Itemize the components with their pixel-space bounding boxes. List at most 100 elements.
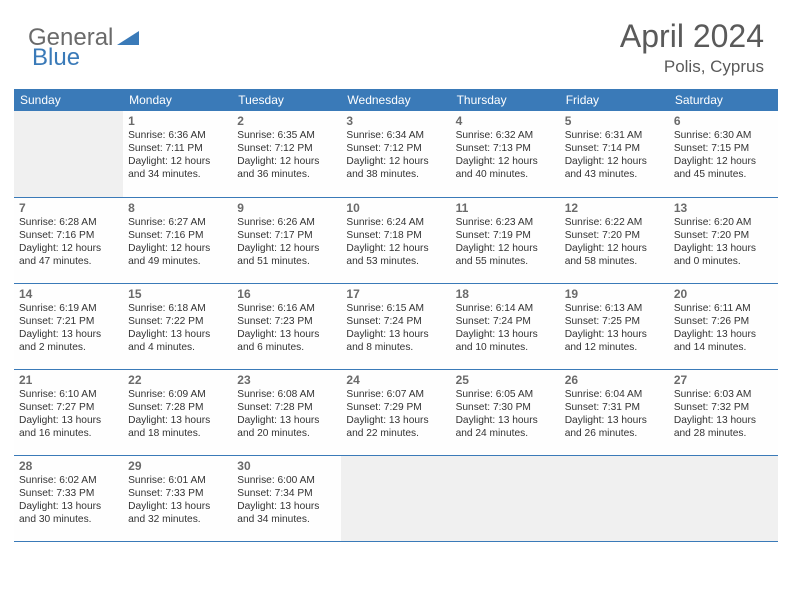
sunset-text: Sunset: 7:25 PM [565,315,664,328]
daylight-text: Daylight: 12 hours [237,155,336,168]
daylight-text: and 4 minutes. [128,341,227,354]
calendar-day-cell: 1Sunrise: 6:36 AMSunset: 7:11 PMDaylight… [123,111,232,197]
sunrise-text: Sunrise: 6:11 AM [674,302,773,315]
sunrise-text: Sunrise: 6:24 AM [346,216,445,229]
calendar-day-cell: 28Sunrise: 6:02 AMSunset: 7:33 PMDayligh… [14,455,123,541]
page-header: General April 2024 Polis, Cyprus [0,0,792,81]
calendar-day-cell: 23Sunrise: 6:08 AMSunset: 7:28 PMDayligh… [232,369,341,455]
logo-blue-wrap: Blue [32,44,80,72]
sunset-text: Sunset: 7:16 PM [19,229,118,242]
day-number: 19 [565,287,664,301]
weekday-header: Thursday [451,89,560,111]
sunset-text: Sunset: 7:20 PM [565,229,664,242]
calendar-day-cell: 29Sunrise: 6:01 AMSunset: 7:33 PMDayligh… [123,455,232,541]
daylight-text: and 40 minutes. [456,168,555,181]
calendar-day-cell: 27Sunrise: 6:03 AMSunset: 7:32 PMDayligh… [669,369,778,455]
daylight-text: and 2 minutes. [19,341,118,354]
sunset-text: Sunset: 7:17 PM [237,229,336,242]
calendar-day-cell: 18Sunrise: 6:14 AMSunset: 7:24 PMDayligh… [451,283,560,369]
sunrise-text: Sunrise: 6:19 AM [19,302,118,315]
daylight-text: and 20 minutes. [237,427,336,440]
daylight-text: and 49 minutes. [128,255,227,268]
sunrise-text: Sunrise: 6:28 AM [19,216,118,229]
day-number: 30 [237,459,336,473]
sunset-text: Sunset: 7:28 PM [237,401,336,414]
calendar-day-cell: 16Sunrise: 6:16 AMSunset: 7:23 PMDayligh… [232,283,341,369]
calendar-day-cell: 21Sunrise: 6:10 AMSunset: 7:27 PMDayligh… [14,369,123,455]
daylight-text: Daylight: 13 hours [674,242,773,255]
calendar-day-cell: 3Sunrise: 6:34 AMSunset: 7:12 PMDaylight… [341,111,450,197]
daylight-text: and 38 minutes. [346,168,445,181]
sunset-text: Sunset: 7:33 PM [19,487,118,500]
calendar-table: SundayMondayTuesdayWednesdayThursdayFrid… [14,89,778,542]
day-number: 9 [237,201,336,215]
daylight-text: and 16 minutes. [19,427,118,440]
day-number: 29 [128,459,227,473]
sunrise-text: Sunrise: 6:18 AM [128,302,227,315]
sunrise-text: Sunrise: 6:27 AM [128,216,227,229]
daylight-text: and 55 minutes. [456,255,555,268]
calendar-day-cell: 9Sunrise: 6:26 AMSunset: 7:17 PMDaylight… [232,197,341,283]
calendar-week-row: 7Sunrise: 6:28 AMSunset: 7:16 PMDaylight… [14,197,778,283]
daylight-text: and 0 minutes. [674,255,773,268]
sunset-text: Sunset: 7:20 PM [674,229,773,242]
daylight-text: Daylight: 13 hours [674,414,773,427]
calendar-day-cell: 26Sunrise: 6:04 AMSunset: 7:31 PMDayligh… [560,369,669,455]
calendar-day-cell: 12Sunrise: 6:22 AMSunset: 7:20 PMDayligh… [560,197,669,283]
sunset-text: Sunset: 7:32 PM [674,401,773,414]
day-number: 8 [128,201,227,215]
calendar-day-cell: 10Sunrise: 6:24 AMSunset: 7:18 PMDayligh… [341,197,450,283]
day-number: 11 [456,201,555,215]
daylight-text: and 28 minutes. [674,427,773,440]
sunrise-text: Sunrise: 6:00 AM [237,474,336,487]
calendar-day-cell: 13Sunrise: 6:20 AMSunset: 7:20 PMDayligh… [669,197,778,283]
calendar-day-cell: 14Sunrise: 6:19 AMSunset: 7:21 PMDayligh… [14,283,123,369]
daylight-text: Daylight: 13 hours [128,500,227,513]
sunset-text: Sunset: 7:16 PM [128,229,227,242]
location-label: Polis, Cyprus [620,57,764,77]
sunrise-text: Sunrise: 6:32 AM [456,129,555,142]
sunrise-text: Sunrise: 6:10 AM [19,388,118,401]
sunrise-text: Sunrise: 6:22 AM [565,216,664,229]
calendar-day-cell: 6Sunrise: 6:30 AMSunset: 7:15 PMDaylight… [669,111,778,197]
sunrise-text: Sunrise: 6:05 AM [456,388,555,401]
daylight-text: and 51 minutes. [237,255,336,268]
calendar-day-cell: 24Sunrise: 6:07 AMSunset: 7:29 PMDayligh… [341,369,450,455]
sunrise-text: Sunrise: 6:08 AM [237,388,336,401]
calendar-empty-cell [451,455,560,541]
sunrise-text: Sunrise: 6:15 AM [346,302,445,315]
daylight-text: Daylight: 13 hours [674,328,773,341]
day-number: 12 [565,201,664,215]
daylight-text: Daylight: 12 hours [456,155,555,168]
sunset-text: Sunset: 7:28 PM [128,401,227,414]
calendar-empty-cell [14,111,123,197]
daylight-text: and 32 minutes. [128,513,227,526]
day-number: 6 [674,114,773,128]
weekday-header: Friday [560,89,669,111]
daylight-text: and 12 minutes. [565,341,664,354]
sunset-text: Sunset: 7:34 PM [237,487,336,500]
calendar-empty-cell [341,455,450,541]
calendar-day-cell: 17Sunrise: 6:15 AMSunset: 7:24 PMDayligh… [341,283,450,369]
calendar-empty-cell [669,455,778,541]
daylight-text: Daylight: 13 hours [456,414,555,427]
day-number: 23 [237,373,336,387]
daylight-text: Daylight: 12 hours [346,242,445,255]
daylight-text: Daylight: 13 hours [19,328,118,341]
day-number: 16 [237,287,336,301]
month-title: April 2024 [620,18,764,55]
calendar-day-cell: 20Sunrise: 6:11 AMSunset: 7:26 PMDayligh… [669,283,778,369]
calendar-day-cell: 11Sunrise: 6:23 AMSunset: 7:19 PMDayligh… [451,197,560,283]
daylight-text: Daylight: 12 hours [456,242,555,255]
day-number: 26 [565,373,664,387]
daylight-text: Daylight: 13 hours [346,414,445,427]
daylight-text: Daylight: 13 hours [19,500,118,513]
day-number: 20 [674,287,773,301]
sunrise-text: Sunrise: 6:30 AM [674,129,773,142]
sunset-text: Sunset: 7:12 PM [237,142,336,155]
daylight-text: Daylight: 12 hours [128,155,227,168]
sunrise-text: Sunrise: 6:14 AM [456,302,555,315]
sunrise-text: Sunrise: 6:09 AM [128,388,227,401]
calendar-day-cell: 15Sunrise: 6:18 AMSunset: 7:22 PMDayligh… [123,283,232,369]
sunrise-text: Sunrise: 6:01 AM [128,474,227,487]
